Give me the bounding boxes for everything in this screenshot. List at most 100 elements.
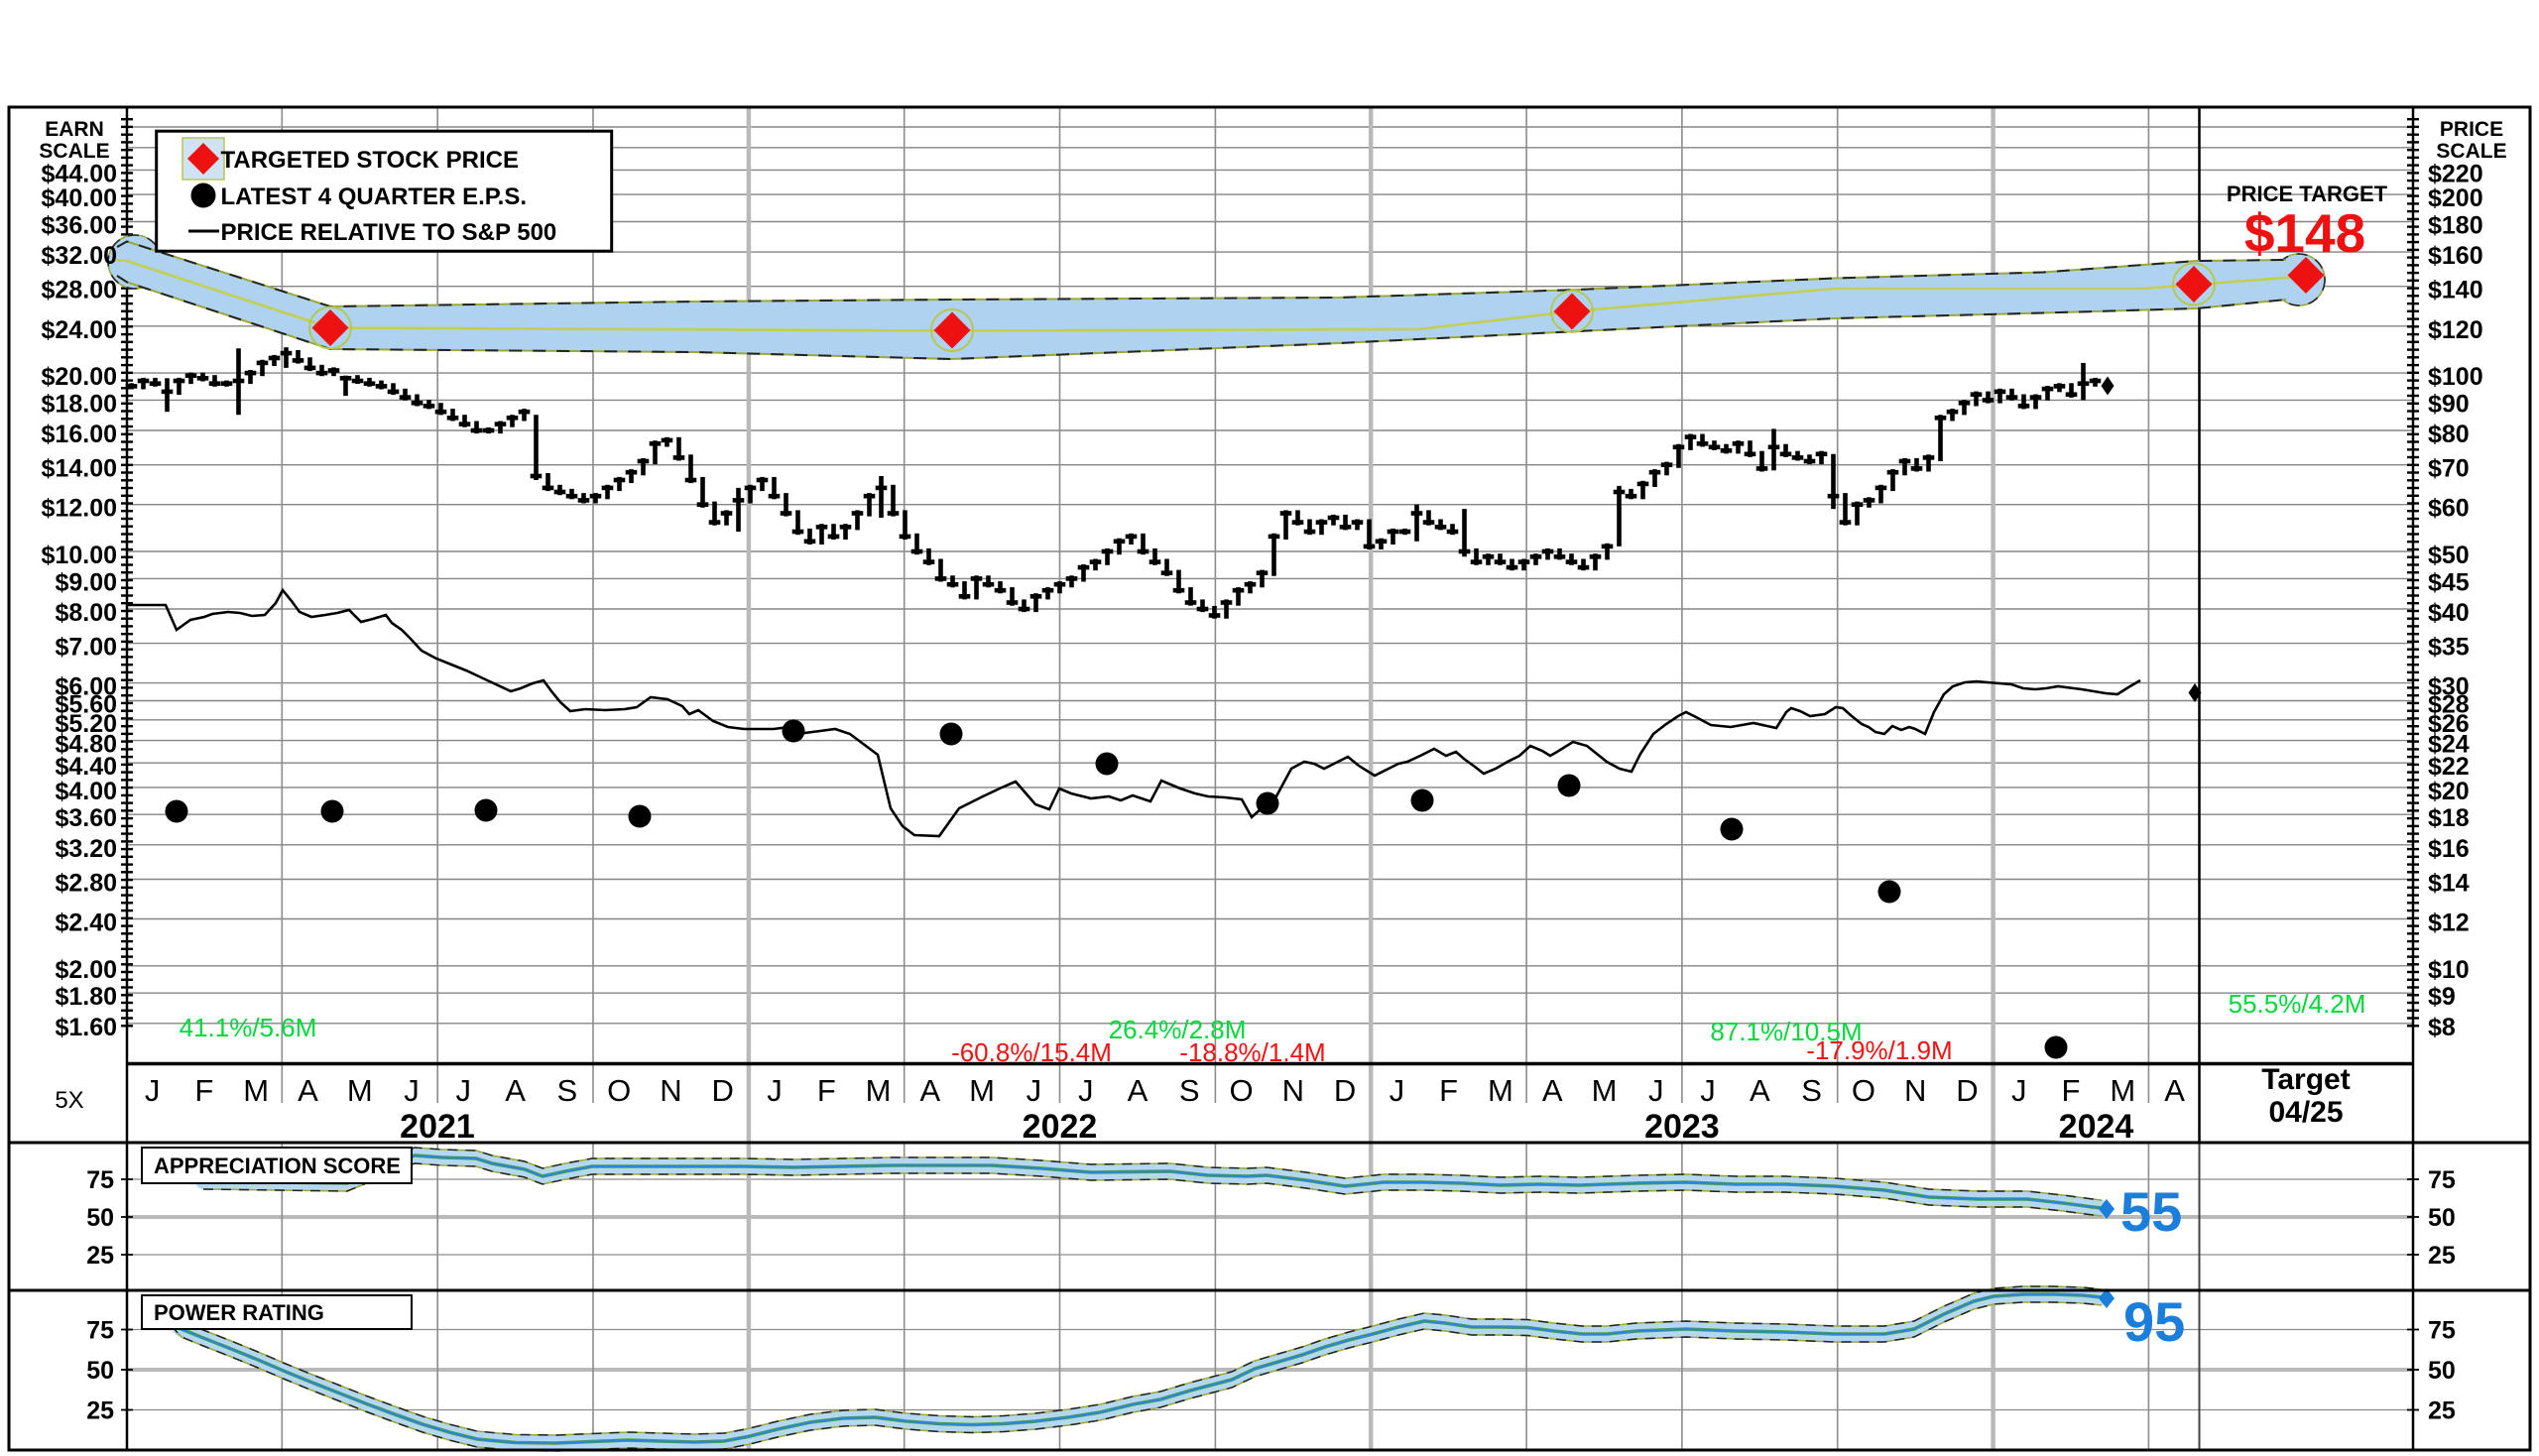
svg-text:$45: $45	[2428, 568, 2470, 596]
svg-text:95: 95	[2123, 1290, 2185, 1353]
svg-text:$70: $70	[2428, 455, 2470, 483]
svg-text:$7.00: $7.00	[55, 634, 117, 662]
svg-text:$12: $12	[2428, 910, 2470, 937]
svg-text:D: D	[1956, 1073, 1978, 1108]
svg-text:5X: 5X	[55, 1087, 83, 1114]
svg-text:$3.20: $3.20	[55, 835, 117, 863]
svg-text:$36.00: $36.00	[42, 212, 117, 240]
svg-text:POWER RATING: POWER RATING	[154, 1300, 324, 1325]
svg-text:-17.9%/1.9M: -17.9%/1.9M	[1806, 1035, 1952, 1065]
svg-text:50: 50	[86, 1204, 114, 1232]
svg-text:-18.8%/1.4M: -18.8%/1.4M	[1179, 1037, 1325, 1067]
svg-text:55: 55	[2120, 1180, 2182, 1243]
svg-text:$28.00: $28.00	[42, 277, 117, 304]
svg-text:$24: $24	[2428, 731, 2470, 759]
svg-text:25: 25	[86, 1242, 114, 1270]
svg-text:A: A	[1750, 1073, 1770, 1108]
svg-text:41.1%/5.6M: 41.1%/5.6M	[180, 1013, 317, 1042]
svg-text:SCALE: SCALE	[2436, 140, 2506, 163]
svg-text:J: J	[1027, 1073, 1042, 1108]
svg-text:$5.20: $5.20	[55, 710, 117, 738]
svg-text:J: J	[1648, 1073, 1664, 1108]
svg-text:$26: $26	[2428, 710, 2470, 738]
svg-text:$16.00: $16.00	[42, 421, 117, 448]
svg-text:$148: $148	[2244, 202, 2365, 264]
svg-text:PRICE: PRICE	[2440, 118, 2503, 141]
svg-text:$2.40: $2.40	[55, 910, 117, 937]
svg-text:75: 75	[2428, 1317, 2456, 1345]
svg-text:$200: $200	[2428, 184, 2483, 212]
svg-text:75: 75	[86, 1317, 114, 1345]
svg-text:$12.00: $12.00	[42, 495, 117, 523]
svg-text:O: O	[1852, 1073, 1875, 1108]
svg-text:M: M	[866, 1073, 892, 1108]
svg-text:F: F	[194, 1073, 213, 1108]
svg-text:$18: $18	[2428, 804, 2470, 832]
svg-text:Target: Target	[2261, 1063, 2350, 1096]
svg-text:M: M	[2110, 1073, 2135, 1108]
svg-text:$20.00: $20.00	[42, 363, 117, 391]
svg-text:$28: $28	[2428, 691, 2470, 719]
svg-text:$4.00: $4.00	[55, 778, 117, 805]
svg-text:F: F	[817, 1073, 836, 1108]
svg-text:2023: 2023	[1644, 1108, 1720, 1146]
svg-text:S: S	[1179, 1073, 1200, 1108]
svg-text:O: O	[607, 1073, 631, 1108]
svg-text:2022: 2022	[1023, 1108, 1098, 1146]
svg-text:A: A	[298, 1073, 318, 1108]
svg-text:$90: $90	[2428, 390, 2470, 418]
svg-text:J: J	[145, 1073, 161, 1108]
svg-text:$180: $180	[2428, 212, 2483, 240]
svg-text:J: J	[456, 1073, 472, 1108]
svg-text:$1.60: $1.60	[55, 1014, 117, 1041]
svg-text:$6.00: $6.00	[55, 673, 117, 701]
svg-text:$18.00: $18.00	[42, 390, 117, 418]
svg-text:75: 75	[2428, 1166, 2456, 1194]
svg-text:A: A	[1542, 1073, 1563, 1108]
svg-text:M: M	[347, 1073, 373, 1108]
svg-text:J: J	[1390, 1073, 1405, 1108]
svg-text:TARGETED STOCK PRICE: TARGETED STOCK PRICE	[221, 147, 519, 174]
svg-text:APPRECIATION SCORE: APPRECIATION SCORE	[154, 1153, 401, 1178]
svg-text:25: 25	[86, 1397, 114, 1425]
svg-text:$32.00: $32.00	[42, 242, 117, 270]
svg-text:J: J	[1078, 1073, 1094, 1108]
svg-text:$16: $16	[2428, 835, 2470, 863]
svg-text:A: A	[919, 1073, 940, 1108]
svg-text:$5.60: $5.60	[55, 691, 117, 719]
svg-text:2021: 2021	[400, 1108, 475, 1146]
svg-text:J: J	[1700, 1073, 1716, 1108]
svg-text:$10.00: $10.00	[42, 542, 117, 569]
svg-text:$220: $220	[2428, 160, 2483, 187]
svg-text:87.1%/10.5M: 87.1%/10.5M	[1710, 1017, 1862, 1046]
svg-text:N: N	[1904, 1073, 1926, 1108]
svg-text:$40.00: $40.00	[42, 184, 117, 212]
svg-text:EARN: EARN	[45, 118, 104, 141]
svg-text:25: 25	[2428, 1242, 2456, 1270]
svg-text:F: F	[2062, 1073, 2081, 1108]
svg-text:PRICE TARGET: PRICE TARGET	[2227, 182, 2388, 206]
svg-text:$50: $50	[2428, 542, 2470, 569]
svg-text:50: 50	[2428, 1357, 2456, 1385]
svg-text:$8.00: $8.00	[55, 599, 117, 627]
svg-text:$60: $60	[2428, 495, 2470, 523]
svg-text:$2.00: $2.00	[55, 956, 117, 984]
svg-text:$120: $120	[2428, 316, 2483, 344]
svg-text:50: 50	[86, 1357, 114, 1385]
svg-text:$80: $80	[2428, 421, 2470, 448]
svg-text:$100: $100	[2428, 363, 2483, 391]
svg-text:O: O	[1229, 1073, 1253, 1108]
svg-text:J: J	[404, 1073, 420, 1108]
svg-text:A: A	[505, 1073, 526, 1108]
svg-text:-60.8%/15.4M: -60.8%/15.4M	[951, 1037, 1112, 1067]
svg-text:$35: $35	[2428, 634, 2470, 662]
svg-text:SCALE: SCALE	[39, 140, 109, 163]
svg-text:$24.00: $24.00	[42, 316, 117, 344]
svg-text:$160: $160	[2428, 242, 2483, 270]
svg-text:$3.60: $3.60	[55, 804, 117, 832]
svg-text:$40: $40	[2428, 599, 2470, 627]
svg-text:$22: $22	[2428, 753, 2470, 781]
svg-text:$10: $10	[2428, 956, 2470, 984]
svg-text:N: N	[1282, 1073, 1304, 1108]
svg-text:S: S	[1801, 1073, 1822, 1108]
